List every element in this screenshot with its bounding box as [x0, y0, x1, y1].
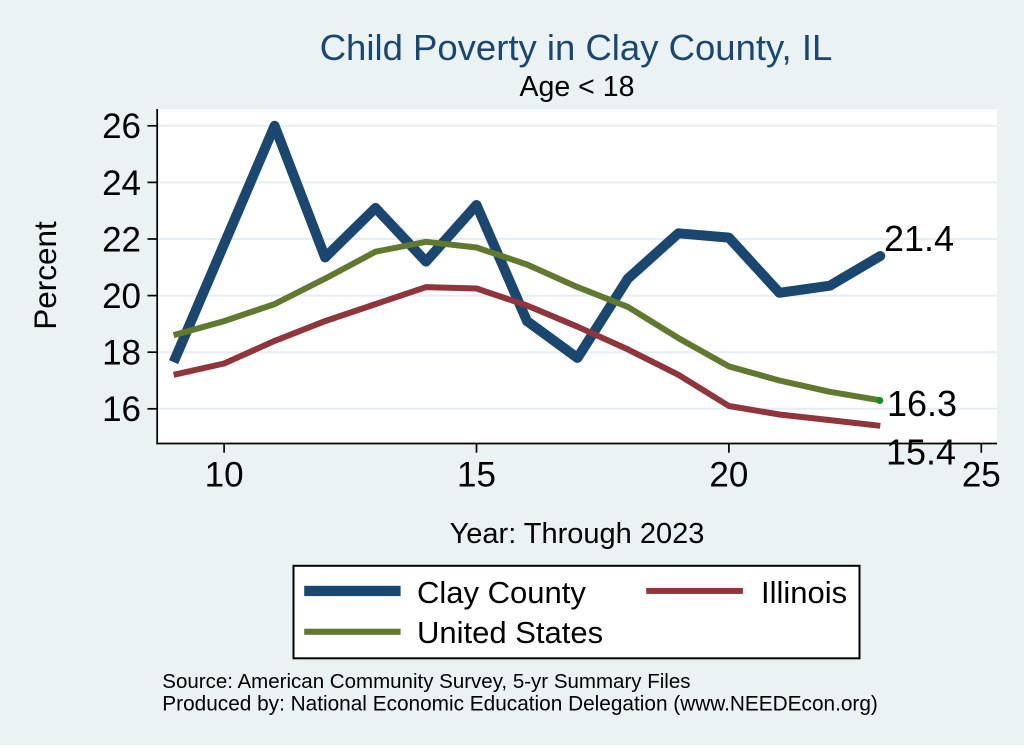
svg-text:Source: American Community Sur: Source: American Community Survey, 5-yr …	[162, 670, 690, 693]
svg-text:Percent: Percent	[27, 221, 63, 330]
svg-text:20: 20	[709, 455, 748, 494]
svg-text:22: 22	[102, 220, 141, 259]
svg-text:21.4: 21.4	[884, 218, 954, 259]
svg-text:Year: Through 2023: Year: Through 2023	[450, 518, 705, 550]
svg-text:United States: United States	[417, 615, 603, 650]
svg-text:Clay County: Clay County	[417, 575, 586, 610]
svg-text:18: 18	[102, 334, 141, 373]
svg-text:Age < 18: Age < 18	[520, 71, 635, 103]
svg-text:24: 24	[102, 164, 141, 203]
svg-text:26: 26	[102, 107, 141, 146]
svg-text:25: 25	[962, 455, 1001, 494]
svg-text:16.3: 16.3	[887, 383, 957, 424]
svg-text:Illinois: Illinois	[761, 575, 847, 610]
svg-text:15: 15	[457, 455, 496, 494]
svg-text:20: 20	[102, 277, 141, 316]
svg-text:Child Poverty in Clay County,: Child Poverty in Clay County, IL	[320, 27, 833, 68]
svg-text:10: 10	[205, 455, 244, 494]
svg-text:15.4: 15.4	[886, 432, 956, 473]
svg-text:Produced by: National Economic: Produced by: National Economic Education…	[162, 693, 878, 716]
svg-text:16: 16	[102, 390, 141, 429]
